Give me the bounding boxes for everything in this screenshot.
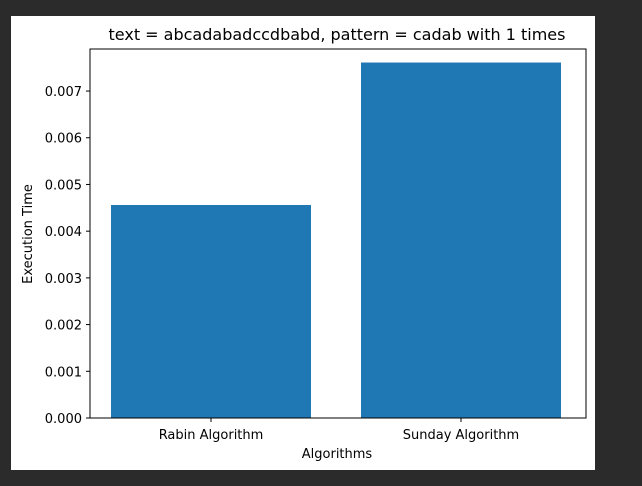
x-tick-label: Sunday Algorithm [403,428,519,443]
y-tick-label: 0.006 [45,132,82,147]
x-axis-label: Algorithms [302,447,373,462]
y-axis-ticks: 0.000 0.001 0.002 0.003 0.004 0.005 0.006 0.007 [45,85,90,427]
bar-chart: text = abcadabadccdbabd, pattern = cadab… [21,25,587,462]
y-tick-label: 0.001 [45,365,82,380]
chart-title: text = abcadabadccdbabd, pattern = cadab… [109,25,566,44]
y-tick-label: 0.005 [45,178,82,193]
chart-figure: text = abcadabadccdbabd, pattern = cadab… [11,16,595,470]
bar-0 [111,205,311,418]
y-tick-label: 0.000 [45,412,82,427]
x-tick-label: Rabin Algorithm [159,428,264,443]
y-tick-label: 0.002 [45,319,82,334]
y-tick-label: 0.007 [45,85,82,100]
x-axis-ticks: Rabin Algorithm Sunday Algorithm [159,418,519,443]
y-tick-label: 0.003 [45,272,82,287]
y-axis-label: Execution Time [21,184,36,284]
y-tick-label: 0.004 [45,225,82,240]
bar-1 [361,62,561,419]
plot-frame [89,48,587,419]
bars-group [111,62,561,419]
